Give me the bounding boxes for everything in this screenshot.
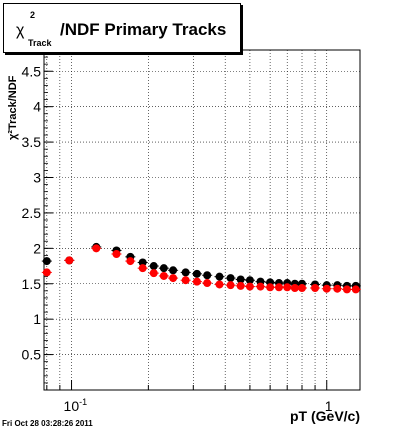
- y-tick-label: 4: [33, 99, 41, 115]
- x-tick-label: 1: [325, 398, 333, 414]
- data-point: [159, 264, 168, 273]
- data-point: [245, 282, 254, 291]
- data-point: [92, 244, 101, 253]
- data-point: [311, 284, 320, 292]
- data-point: [266, 283, 275, 292]
- data-point: [283, 283, 292, 292]
- data-point: [65, 256, 74, 265]
- data-point: [181, 276, 190, 285]
- plot-area: [44, 50, 360, 390]
- data-point: [290, 284, 299, 292]
- title-superscript: 2: [30, 10, 36, 20]
- data-point: [342, 285, 351, 294]
- chart-title: /NDF Primary Tracks: [60, 20, 227, 39]
- data-point: [181, 268, 190, 277]
- title-box: χ 2 Track /NDF Primary Tracks: [3, 3, 241, 53]
- y-tick-label: 1: [33, 311, 41, 327]
- data-point: [138, 258, 147, 267]
- data-point: [42, 257, 51, 266]
- data-point: [203, 271, 212, 280]
- data-point: [215, 272, 224, 281]
- y-tick-label: 1.5: [22, 276, 42, 292]
- data-point: [236, 281, 245, 290]
- data-point: [169, 274, 178, 283]
- data-point: [298, 284, 307, 292]
- x-tick-label: 10-1: [64, 397, 88, 414]
- data-point: [112, 250, 121, 258]
- data-point: [274, 283, 283, 292]
- data-point: [245, 276, 254, 285]
- y-tick-label: 3: [33, 170, 41, 186]
- y-tick-label: 0.5: [22, 347, 42, 363]
- y-tick-label: 4.5: [22, 63, 42, 79]
- x-axis-label: pT (GeV/c): [290, 408, 360, 424]
- y-tick-label: 3.5: [22, 134, 42, 150]
- data-point: [138, 264, 147, 273]
- data-point: [192, 269, 201, 278]
- title-subscript: Track: [28, 38, 52, 48]
- data-point: [322, 284, 331, 293]
- data-point: [236, 275, 245, 284]
- y-tick-label: 2.5: [22, 205, 42, 221]
- data-point: [42, 268, 51, 277]
- data-point: [126, 257, 135, 266]
- data-point: [256, 282, 265, 291]
- data-point: [351, 285, 360, 294]
- data-point: [159, 271, 168, 280]
- y-axis-label: χ²Track/NDF: [7, 75, 19, 140]
- title-chi: χ: [16, 22, 25, 39]
- data-point: [169, 266, 178, 275]
- data-point: [203, 279, 212, 288]
- data-point: [226, 281, 235, 290]
- data-point: [192, 277, 201, 286]
- data-point: [333, 284, 342, 293]
- y-tick-label: 2: [33, 240, 41, 256]
- data-point: [226, 274, 235, 283]
- data-point: [215, 280, 224, 289]
- data-point: [149, 262, 158, 271]
- timestamp: Fri Oct 28 03:28:26 2011: [2, 419, 93, 428]
- data-point: [149, 269, 158, 278]
